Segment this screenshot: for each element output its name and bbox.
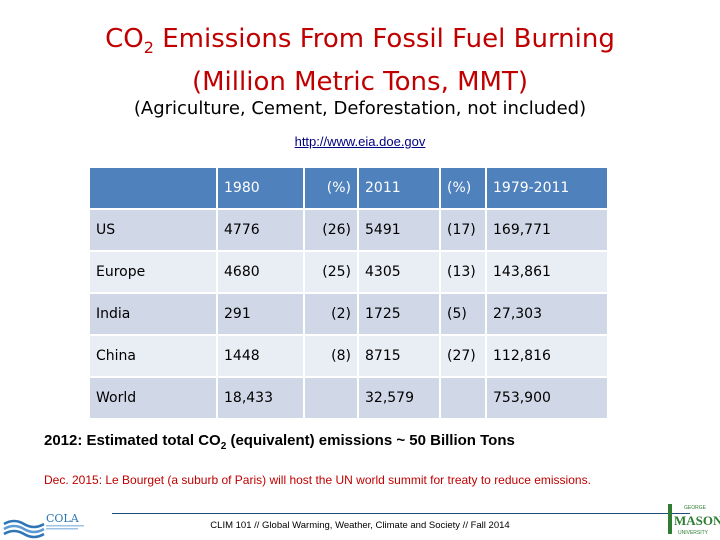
table-cell: (8): [304, 335, 359, 378]
table-row: India 291 (2) 1725 (5) 27,303: [90, 293, 609, 336]
table-cell: 8715: [358, 335, 441, 378]
table-cell: 5491: [358, 209, 441, 252]
table-header-cell: [90, 168, 218, 210]
table-cell: 753,900: [486, 377, 609, 420]
table-row: US 4776 (26) 5491 (17) 169,771: [90, 209, 609, 252]
table-cell: 4305: [358, 251, 441, 294]
table-header-cell: 1979-2011: [486, 168, 609, 210]
table-cell: (2): [304, 293, 359, 336]
table-cell: 1725: [358, 293, 441, 336]
table-cell: 4680: [217, 251, 305, 294]
table-row: World 18,433 32,579 753,900: [90, 377, 609, 420]
table-cell: India: [90, 293, 218, 336]
table-cell: [304, 377, 359, 420]
table-row: Europe 4680 (25) 4305 (13) 143,861: [90, 251, 609, 294]
table-cell: 18,433: [217, 377, 305, 420]
table-cell: (26): [304, 209, 359, 252]
cola-logo-text: COLA: [46, 512, 80, 525]
table-cell: [440, 377, 487, 420]
table-cell: 4776: [217, 209, 305, 252]
title-line-1: CO2 Emissions From Fossil Fuel Burning: [105, 24, 615, 58]
table-cell: 143,861: [486, 251, 609, 294]
source-link[interactable]: http://www.eia.doe.gov: [294, 134, 426, 149]
table-cell: (17): [440, 209, 487, 252]
table-cell: 291: [217, 293, 305, 336]
title-line-2: (Million Metric Tons, MMT): [191, 67, 529, 98]
table-cell: (27): [440, 335, 487, 378]
gmu-logo-main: MASON: [674, 513, 720, 528]
table-row: China 1448 (8) 8715 (27) 112,816: [90, 335, 609, 378]
event-note: Dec. 2015: Le Bourget (a suburb of Paris…: [44, 473, 591, 487]
gmu-logo-bottom: UNIVERSITY: [678, 530, 709, 536]
table-header-cell: 2011: [358, 168, 441, 210]
table-header-cell: (%): [304, 168, 359, 210]
george-mason-logo: GEORGE MASON UNIVERSITY: [668, 504, 720, 536]
cola-logo: COLA: [3, 512, 84, 539]
table-cell: Europe: [90, 251, 218, 294]
table-cell: 112,816: [486, 335, 609, 378]
slide-subtitle: (Agriculture, Cement, Deforestation, not…: [133, 98, 587, 119]
table-cell: 1448: [217, 335, 305, 378]
table-cell: 32,579: [358, 377, 441, 420]
table-cell: US: [90, 209, 218, 252]
table-header-cell: 1980: [217, 168, 305, 210]
footer-divider: [112, 513, 690, 514]
table-cell: (25): [304, 251, 359, 294]
table-cell: 169,771: [486, 209, 609, 252]
table-cell: 27,303: [486, 293, 609, 336]
slide-title: CO2 Emissions From Fossil Fuel Burning (…: [0, 22, 720, 99]
gmu-logo-top: GEORGE: [684, 505, 707, 511]
table-cell: (5): [440, 293, 487, 336]
table-cell: China: [90, 335, 218, 378]
footer-text: CLIM 101 // Global Warming, Weather, Cli…: [210, 520, 510, 531]
table-header-row: 1980 (%) 2011 (%) 1979-2011: [90, 168, 609, 210]
estimate-note: 2012: Estimated total CO2 (equivalent) e…: [44, 432, 515, 452]
emissions-table: 1980 (%) 2011 (%) 1979-2011 US 4776 (26)…: [90, 168, 609, 420]
table-header-cell: (%): [440, 168, 487, 210]
table-cell: (13): [440, 251, 487, 294]
table-cell: World: [90, 377, 218, 420]
